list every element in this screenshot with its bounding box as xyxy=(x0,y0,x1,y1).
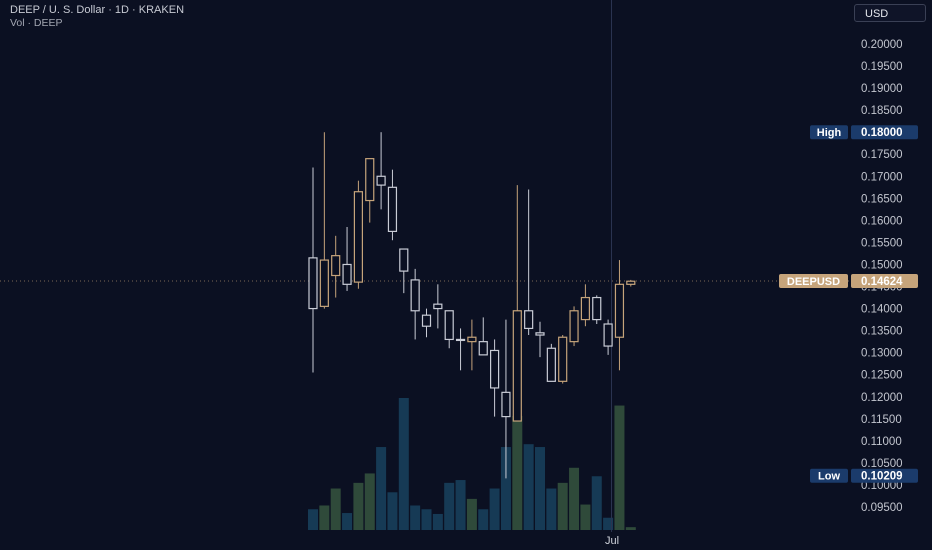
candle-body xyxy=(455,338,466,342)
candle-body xyxy=(569,310,579,343)
volume-bar xyxy=(376,447,387,530)
high-marker-value: 0.18000 xyxy=(861,127,903,139)
candle-body xyxy=(580,296,591,321)
volume-bar xyxy=(319,505,330,530)
candle-body xyxy=(546,347,556,382)
candle-body xyxy=(512,310,522,422)
candle-body xyxy=(490,349,500,389)
volume-bar xyxy=(614,405,625,530)
y-tick-label: 0.11000 xyxy=(861,436,902,448)
volume-bar xyxy=(444,482,455,530)
y-tick-label: 0.19000 xyxy=(861,83,903,95)
volume-bar xyxy=(603,517,614,530)
volume-bar xyxy=(478,509,489,530)
volume-bar xyxy=(489,488,500,530)
candle-body xyxy=(524,310,534,330)
volume-bar xyxy=(421,509,432,530)
volume-bar xyxy=(625,527,636,530)
y-tick-label: 0.16000 xyxy=(861,215,903,227)
candle-body xyxy=(535,332,545,336)
volume-bar xyxy=(308,509,318,530)
y-tick-label: 0.17000 xyxy=(861,171,903,183)
volume-bar xyxy=(591,476,602,530)
price-badges: High 0.18000 Low 0.10209 DEEPUSD 0.14624 xyxy=(779,125,918,483)
volume-bar xyxy=(500,447,511,530)
y-tick-label: 0.19500 xyxy=(861,61,903,73)
candle-body xyxy=(376,175,386,186)
volume-bar xyxy=(535,447,545,530)
candle-body xyxy=(603,323,613,347)
volume-bar xyxy=(580,504,591,530)
volume-bar xyxy=(455,480,466,530)
candle-body xyxy=(353,191,363,283)
y-tick-label: 0.15000 xyxy=(861,259,903,271)
candle-body xyxy=(433,303,443,310)
y-tick-label: 0.14000 xyxy=(861,304,903,316)
candle-body xyxy=(558,336,568,382)
last-price-marker-value-bg xyxy=(851,274,918,289)
y-tick-label: 0.13500 xyxy=(861,326,903,338)
candle-body xyxy=(319,259,329,307)
low-marker-value-bg xyxy=(851,468,918,483)
candle-body xyxy=(308,257,318,310)
candle-body xyxy=(592,296,602,321)
volume-bar xyxy=(523,444,534,530)
volume-bar xyxy=(353,482,364,530)
volume-bars xyxy=(308,398,636,530)
y-tick-label: 0.09500 xyxy=(861,502,903,514)
y-tick-label: 0.15500 xyxy=(861,237,903,249)
candle-body xyxy=(467,336,477,343)
last-price-marker-label: DEEPUSD xyxy=(787,276,840,288)
volume-bar xyxy=(398,398,409,530)
volume-bar xyxy=(364,473,375,530)
low-marker-label: Low xyxy=(818,471,840,483)
guide-lines xyxy=(0,0,850,532)
candle-body xyxy=(501,391,511,418)
y-tick-label: 0.17500 xyxy=(861,149,903,161)
volume-bar xyxy=(466,498,477,530)
candle-body xyxy=(444,310,454,341)
volume-bar xyxy=(512,415,523,530)
y-tick-label: 0.12500 xyxy=(861,370,903,382)
last-price-marker-label-bg xyxy=(779,274,848,289)
volume-bar xyxy=(387,492,398,530)
y-tick-label: 0.10000 xyxy=(861,480,903,492)
candle-body xyxy=(399,248,409,272)
low-marker-label-bg xyxy=(810,468,848,483)
volume-bar xyxy=(432,513,443,530)
y-tick-label: 0.13000 xyxy=(861,348,903,360)
candle-body xyxy=(331,255,341,277)
y-tick-label: 0.10500 xyxy=(861,458,903,470)
chart-title: DEEP / U. S. Dollar · 1D · KRAKEN xyxy=(10,4,185,16)
volume-bar xyxy=(342,513,353,530)
y-tick-label: 0.11500 xyxy=(861,414,902,426)
high-marker-label: High xyxy=(817,127,842,139)
x-tick-jul: Jul xyxy=(605,535,619,547)
volume-label: Vol · DEEP xyxy=(10,17,63,29)
candle-body xyxy=(410,279,420,312)
high-marker-value-bg xyxy=(851,125,918,140)
candle-body xyxy=(342,263,352,285)
candle-body xyxy=(387,186,398,233)
candle-body xyxy=(421,314,432,327)
volume-bar xyxy=(569,467,580,530)
high-marker-label-bg xyxy=(810,125,848,140)
candles xyxy=(308,132,636,479)
volume-bar xyxy=(330,488,341,530)
candle-body xyxy=(626,280,636,285)
currency-button[interactable]: USD xyxy=(854,4,926,22)
low-marker-value: 0.10209 xyxy=(861,471,903,483)
last-price-marker-value: 0.14624 xyxy=(861,276,903,288)
volume-bar xyxy=(557,482,568,530)
candle-body xyxy=(365,158,375,202)
candle-body xyxy=(478,341,488,356)
y-tick-label: 0.18500 xyxy=(861,105,903,117)
y-tick-label: 0.12000 xyxy=(861,392,903,404)
volume-bar xyxy=(410,505,421,530)
y-tick-label: 0.16500 xyxy=(861,193,903,205)
y-tick-label: 0.20000 xyxy=(861,39,903,51)
candle-body xyxy=(614,283,625,338)
volume-bar xyxy=(546,488,557,530)
